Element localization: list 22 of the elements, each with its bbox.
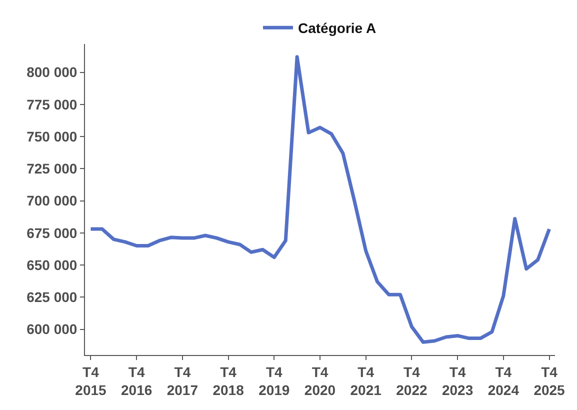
y-tick-label: 625 000	[26, 289, 78, 306]
x-tick-label: T4 2017	[166, 364, 198, 398]
line-series	[88, 55, 552, 344]
y-tick-label: 675 000	[26, 224, 78, 241]
x-tick-label: T4 2025	[534, 364, 566, 398]
x-tick-label: T4 2024	[488, 364, 520, 398]
y-tick-label: 700 000	[26, 192, 78, 209]
x-tick-label: T4 2018	[212, 364, 244, 398]
x-tick-label: T4 2022	[396, 364, 428, 398]
x-tick-label: T4 2016	[121, 364, 152, 398]
y-tick-label: 650 000	[26, 256, 78, 273]
y-tick-label: 750 000	[26, 128, 78, 144]
y-tick-label: 800 000	[26, 64, 78, 80]
y-tick-label: 600 000	[26, 321, 78, 338]
x-tick-label: T4 2021	[350, 364, 382, 398]
x-tick-label: T4 2023	[442, 364, 474, 398]
x-tick-label: T4 2019	[258, 364, 290, 398]
x-tick-label: T4 2015	[75, 364, 107, 398]
x-tick-label: T4 2020	[304, 364, 336, 398]
y-tick-label: 725 000	[26, 160, 78, 177]
y-tick-label: 775 000	[26, 96, 78, 112]
legend-label: Catégorie A	[298, 20, 376, 36]
